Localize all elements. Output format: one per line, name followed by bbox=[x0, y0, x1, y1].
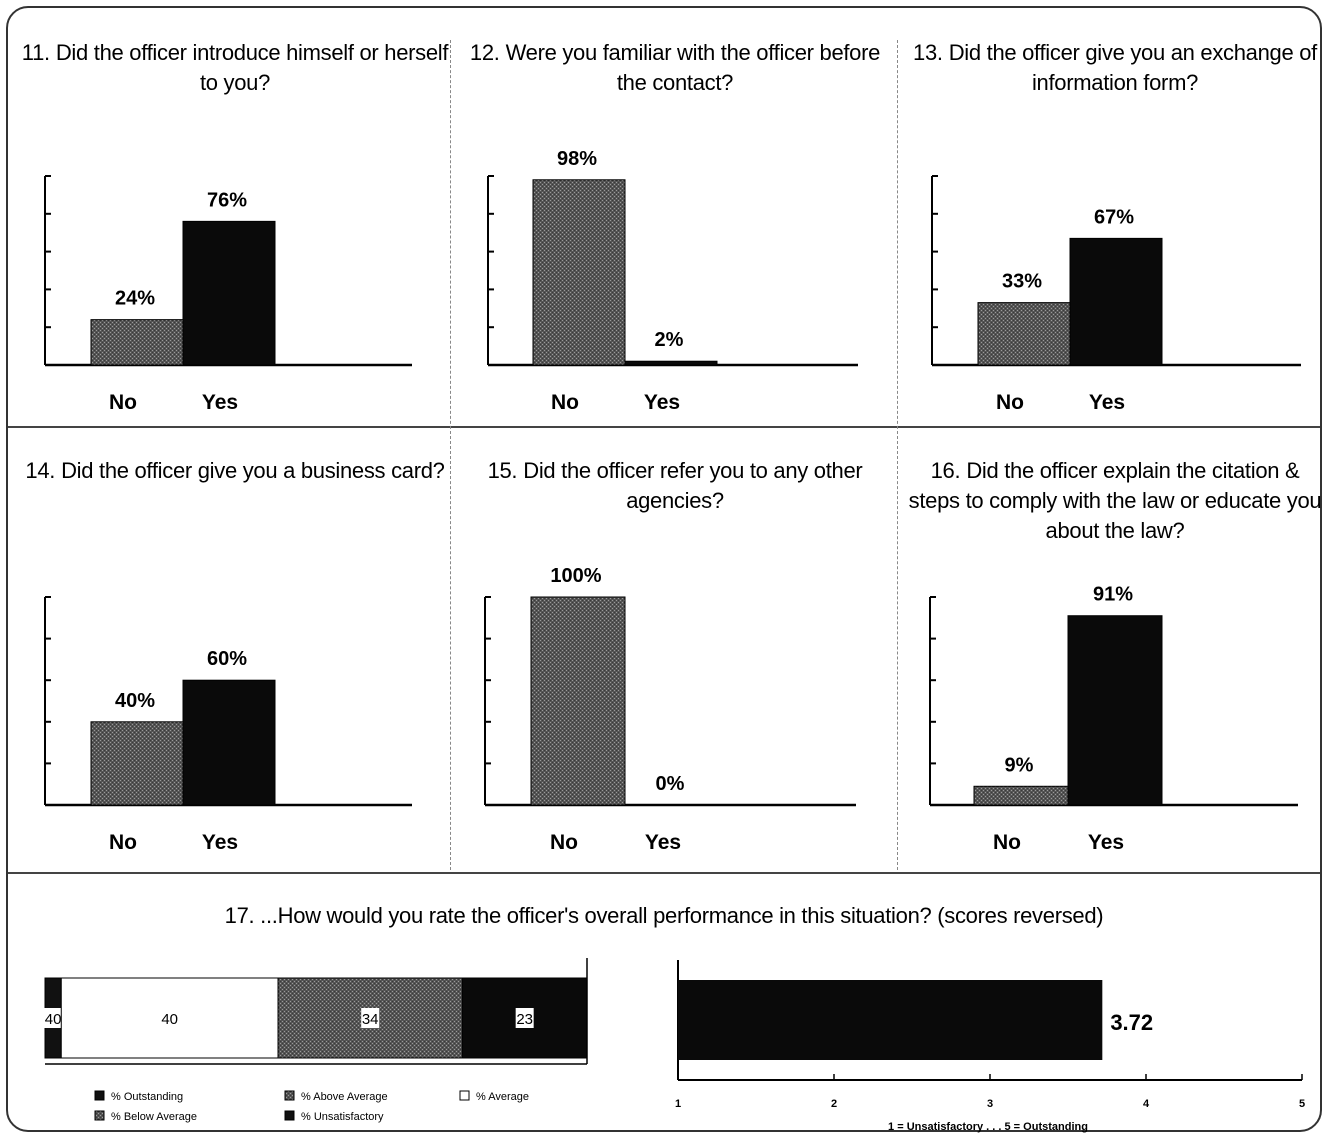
chart-q14: 40% No 60% Yes bbox=[44, 596, 412, 854]
row-divider-1 bbox=[8, 426, 1320, 428]
data-label-no: 98% bbox=[557, 148, 597, 170]
data-label-yes: 76% bbox=[207, 189, 247, 211]
x-tick-label-no: No bbox=[109, 391, 137, 414]
x-tick-label-no: No bbox=[550, 831, 578, 854]
x-tick-label-no: No bbox=[551, 391, 579, 414]
question-text: 16. Did the officer explain the citation … bbox=[908, 458, 1322, 543]
data-label-yes: 2% bbox=[655, 329, 684, 351]
chart-q16: 9% No 91% Yes bbox=[929, 584, 1298, 854]
question-text: 11. Did the officer introduce himself or … bbox=[21, 40, 449, 95]
chart-q11: 24% No 76% Yes bbox=[44, 175, 412, 414]
legend-label: % Unsatisfactory bbox=[301, 1111, 384, 1123]
bar-no bbox=[530, 596, 626, 806]
data-label-yes: 0% bbox=[656, 773, 685, 795]
question-text: 12. Were you familiar with the officer be… bbox=[469, 40, 881, 95]
bar-yes bbox=[624, 360, 718, 366]
bar-yes bbox=[1067, 615, 1163, 806]
x-tick-label: 3 bbox=[987, 1098, 993, 1110]
legend-swatch bbox=[284, 1090, 295, 1101]
panel-q12: 12. Were you familiar with the officer be… bbox=[460, 38, 890, 423]
data-label-yes: 91% bbox=[1093, 584, 1133, 606]
page-frame bbox=[6, 6, 1322, 1132]
legend-swatch bbox=[284, 1110, 295, 1121]
legend-label: % Outstanding bbox=[111, 1091, 183, 1103]
bar-no bbox=[90, 721, 184, 806]
legend-swatch bbox=[459, 1090, 470, 1101]
x-tick-label-no: No bbox=[993, 831, 1021, 854]
row-divider-2 bbox=[8, 872, 1320, 874]
column-divider-1 bbox=[450, 40, 451, 870]
data-label-yes: 60% bbox=[207, 648, 247, 670]
bar-no bbox=[532, 179, 626, 366]
data-label-no: 100% bbox=[550, 565, 601, 587]
segment-average bbox=[60, 977, 279, 1059]
chart-q15: 100% No 0% Yes bbox=[484, 565, 856, 854]
bar-yes bbox=[182, 679, 276, 806]
x-tick-label: 1 bbox=[675, 1098, 681, 1110]
legend-swatch bbox=[94, 1090, 105, 1101]
segment-label-bg bbox=[515, 1008, 534, 1028]
data-label-mean: 3.72 bbox=[1110, 1010, 1153, 1035]
chart-q17-distribution: 40 40 34 23 % Outstanding % Above Average % Av… bbox=[44, 958, 588, 1123]
question-text: 14. Did the officer give you a business c… bbox=[25, 458, 445, 483]
bar-mean-score bbox=[678, 980, 1103, 1060]
x-tick-label: 4 bbox=[1143, 1098, 1150, 1110]
question-text: 13. Did the officer give you an exchange … bbox=[913, 40, 1317, 95]
data-label-no: 9% bbox=[1005, 754, 1034, 776]
chart-q13: 33% No 67% Yes bbox=[931, 175, 1301, 414]
panel-q13: 13. Did the officer give you an exchange … bbox=[905, 38, 1325, 423]
panel-q16: 16. Did the officer explain the citation … bbox=[905, 456, 1325, 864]
x-tick-label-yes: Yes bbox=[202, 831, 238, 854]
panel-q11: 11. Did the officer introduce himself or … bbox=[20, 38, 450, 423]
segment-label: 40 bbox=[161, 1011, 178, 1028]
chart-q12: 98% No 2% Yes bbox=[487, 148, 858, 414]
chart-q17-mean: 3.72 1 2 3 4 5 1 = Unsatisfactory . . . 5 = Ou… bbox=[675, 960, 1305, 1133]
bar-no bbox=[973, 785, 1069, 806]
segment-label-bg bbox=[44, 1008, 63, 1028]
data-label-no: 40% bbox=[115, 690, 155, 712]
data-label-no: 33% bbox=[1002, 271, 1042, 293]
x-tick-label: 5 bbox=[1299, 1098, 1305, 1110]
x-tick-label-no: No bbox=[996, 391, 1024, 414]
legend-swatch bbox=[94, 1110, 105, 1121]
legend-label: % Average bbox=[476, 1091, 529, 1103]
column-divider-2 bbox=[897, 40, 898, 870]
q17-title: 17. ...How would you rate the officer's … bbox=[224, 903, 1104, 928]
segment-label: 34 bbox=[362, 1011, 379, 1028]
data-label-yes: 67% bbox=[1094, 206, 1134, 228]
segment-label-bg bbox=[361, 1008, 380, 1028]
x-tick-label-yes: Yes bbox=[1088, 831, 1124, 854]
x-tick-label: 2 bbox=[831, 1098, 837, 1110]
segment-label: 40 bbox=[45, 1011, 62, 1028]
x-tick-label-yes: Yes bbox=[645, 831, 681, 854]
x-tick-label-yes: Yes bbox=[1089, 391, 1125, 414]
segment-label: 23 bbox=[516, 1011, 533, 1028]
x-tick-label-yes: Yes bbox=[644, 391, 680, 414]
panel-q15: 15. Did the officer refer you to any othe… bbox=[460, 456, 890, 864]
data-label-no: 24% bbox=[115, 288, 155, 310]
x-axis-label: 1 = Unsatisfactory . . . 5 = Outstanding bbox=[888, 1121, 1088, 1133]
bar-yes bbox=[1069, 237, 1163, 366]
legend-label: % Above Average bbox=[301, 1091, 388, 1103]
panel-q14: 14. Did the officer give you a business c… bbox=[20, 456, 450, 864]
x-tick-label-yes: Yes bbox=[202, 391, 238, 414]
bar-no bbox=[90, 319, 184, 366]
question-text: 15. Did the officer refer you to any othe… bbox=[487, 458, 863, 513]
x-tick-label-no: No bbox=[109, 831, 137, 854]
legend-label: % Below Average bbox=[111, 1111, 197, 1123]
bar-yes bbox=[182, 220, 276, 366]
bar-no bbox=[977, 302, 1071, 366]
